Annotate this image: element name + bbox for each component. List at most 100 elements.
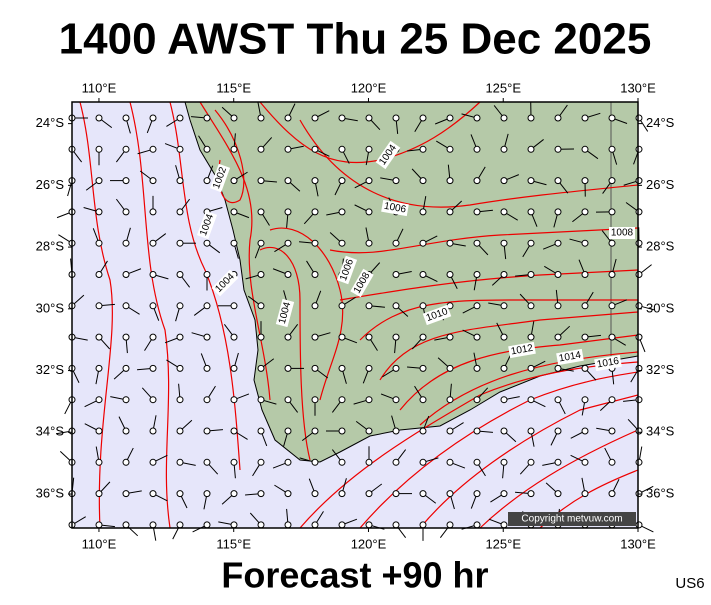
station bbox=[393, 240, 399, 246]
station bbox=[231, 334, 237, 340]
station bbox=[123, 491, 129, 497]
station bbox=[474, 272, 480, 278]
station bbox=[177, 115, 183, 121]
station bbox=[420, 272, 426, 278]
station bbox=[258, 115, 264, 121]
station bbox=[339, 209, 345, 215]
station bbox=[555, 428, 561, 434]
station bbox=[123, 178, 129, 184]
station bbox=[285, 491, 291, 497]
station bbox=[420, 397, 426, 403]
station bbox=[474, 209, 480, 215]
station bbox=[636, 522, 642, 528]
station bbox=[474, 240, 480, 246]
station bbox=[501, 115, 507, 121]
station bbox=[636, 272, 642, 278]
x-tick-label: 115°E bbox=[216, 536, 251, 551]
station bbox=[447, 334, 453, 340]
station bbox=[231, 491, 237, 497]
station bbox=[177, 178, 183, 184]
station bbox=[312, 178, 318, 184]
station bbox=[609, 491, 615, 497]
station bbox=[150, 209, 156, 215]
station bbox=[123, 397, 129, 403]
x-tick-label: 130°E bbox=[620, 80, 656, 95]
station bbox=[582, 209, 588, 215]
x-tick-label: 125°E bbox=[485, 536, 521, 551]
station bbox=[204, 397, 210, 403]
station bbox=[204, 178, 210, 184]
station bbox=[339, 178, 345, 184]
station bbox=[366, 303, 372, 309]
station bbox=[285, 459, 291, 465]
station bbox=[258, 178, 264, 184]
station bbox=[501, 334, 507, 340]
x-tick-label: 120°E bbox=[351, 80, 387, 95]
station bbox=[501, 209, 507, 215]
station bbox=[150, 178, 156, 184]
station bbox=[312, 365, 318, 371]
station bbox=[474, 334, 480, 340]
station bbox=[339, 303, 345, 309]
station bbox=[366, 209, 372, 215]
station bbox=[231, 178, 237, 184]
station bbox=[474, 459, 480, 465]
station bbox=[609, 303, 615, 309]
station bbox=[204, 428, 210, 434]
station bbox=[447, 209, 453, 215]
station bbox=[609, 428, 615, 434]
station bbox=[150, 115, 156, 121]
station bbox=[96, 115, 102, 121]
station bbox=[393, 303, 399, 309]
station bbox=[339, 146, 345, 152]
station bbox=[501, 491, 507, 497]
y-tick-label: 30°S bbox=[646, 300, 675, 315]
station bbox=[123, 272, 129, 278]
station bbox=[96, 397, 102, 403]
station bbox=[150, 397, 156, 403]
station bbox=[96, 491, 102, 497]
station bbox=[636, 428, 642, 434]
station bbox=[501, 272, 507, 278]
station bbox=[123, 146, 129, 152]
station bbox=[96, 428, 102, 434]
station bbox=[339, 115, 345, 121]
station bbox=[474, 397, 480, 403]
station bbox=[312, 115, 318, 121]
station bbox=[204, 146, 210, 152]
station bbox=[447, 491, 453, 497]
station bbox=[231, 115, 237, 121]
y-tick-label: 26°S bbox=[646, 177, 675, 192]
station bbox=[204, 459, 210, 465]
station bbox=[123, 303, 129, 309]
station bbox=[96, 365, 102, 371]
station bbox=[609, 209, 615, 215]
station bbox=[285, 522, 291, 528]
station bbox=[420, 459, 426, 465]
station bbox=[312, 240, 318, 246]
station bbox=[555, 209, 561, 215]
station bbox=[285, 209, 291, 215]
station bbox=[582, 491, 588, 497]
station bbox=[420, 428, 426, 434]
station bbox=[501, 303, 507, 309]
x-tick-label: 130°E bbox=[620, 536, 656, 551]
station bbox=[582, 459, 588, 465]
station bbox=[312, 522, 318, 528]
station bbox=[636, 303, 642, 309]
y-tick-label: 34°S bbox=[646, 424, 675, 439]
station bbox=[501, 428, 507, 434]
station bbox=[636, 334, 642, 340]
station bbox=[339, 522, 345, 528]
station bbox=[312, 491, 318, 497]
station bbox=[528, 334, 534, 340]
station bbox=[447, 178, 453, 184]
station bbox=[609, 178, 615, 184]
station bbox=[312, 428, 318, 434]
station bbox=[96, 272, 102, 278]
station bbox=[474, 491, 480, 497]
station bbox=[555, 491, 561, 497]
station bbox=[555, 365, 561, 371]
station bbox=[555, 178, 561, 184]
station bbox=[474, 178, 480, 184]
